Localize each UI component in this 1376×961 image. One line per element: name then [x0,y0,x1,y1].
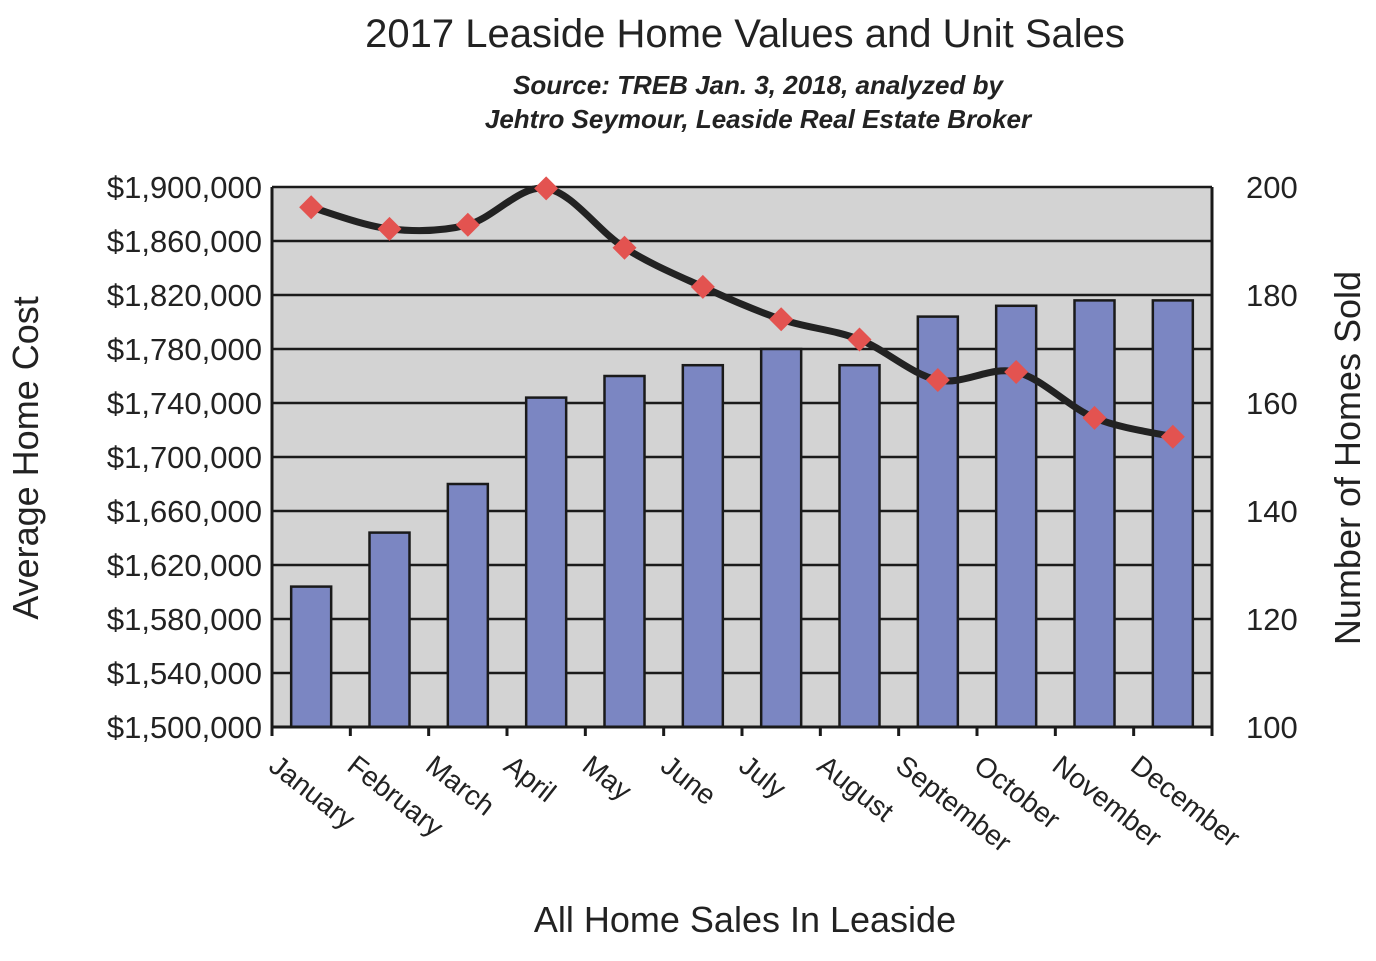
x-tick-label-may: May [577,749,638,806]
point-december [1160,424,1185,449]
y-left-tick-label: $1,580,000 [107,602,262,637]
bar-december [1151,299,1195,729]
chart-subtitle-line-1: Source: TREB Jan. 3, 2018, analyzed by [513,70,1004,100]
bar-november [1073,299,1116,729]
point-august [847,327,872,352]
x-tick-label-july: July [733,749,791,804]
chart-subtitle-line-2: Jehtro Seymour, Leaside Real Estate Brok… [485,104,1033,134]
point-february [377,216,402,241]
y-left-tick-label: $1,900,000 [107,170,262,205]
bar-march [446,482,490,729]
bar-july [759,347,803,729]
chart-title: 2017 Leaside Home Values and Unit Sales [365,12,1125,56]
point-may [612,235,637,260]
point-july [769,307,794,332]
plot-area: $1,500,000 $1,540,000 $1,580,000 $1,620,000… [107,170,1298,858]
bar-april [524,396,568,729]
bar-february [368,531,411,729]
line-markers [299,176,1185,449]
x-axis-title: All Home Sales In Leaside [534,899,956,940]
y-left-tick-label: $1,860,000 [107,224,262,259]
y-left-tick-label: $1,820,000 [107,278,262,313]
point-june [690,274,715,299]
x-tick-label-january: January [263,749,361,835]
bar-january [289,585,333,729]
y-left-tick-label: $1,620,000 [107,548,262,583]
y-left-tick-label: $1,660,000 [107,494,262,529]
y-axis-left-title: Average Home Cost [5,296,46,620]
bar-august [838,363,881,729]
point-october [1004,359,1029,384]
x-tick-label-june: June [655,749,722,811]
y-right-tick-label: 140 [1246,494,1298,529]
bar-june [681,363,725,729]
point-march [455,212,480,237]
point-september [925,368,950,393]
y-left-tick-label: $1,700,000 [107,440,262,475]
y-left-tick-label: $1,780,000 [107,332,262,367]
bar-may [603,374,646,729]
x-tick-label-august: August [812,749,900,827]
y-left-tick-label: $1,740,000 [107,386,262,421]
y-right-tick-label: 180 [1246,278,1298,313]
y-right-tick-label: 120 [1246,602,1298,637]
point-november [1082,405,1107,430]
y-right-tick-label: 200 [1246,170,1298,205]
y-axis-right-title: Number of Homes Sold [1327,271,1368,645]
point-january [299,195,324,220]
y-left-tick-label: $1,500,000 [107,710,262,745]
bar-series [289,299,1195,729]
y-right-tick-label: 100 [1246,710,1298,745]
point-april [534,176,559,201]
gridlines [272,185,1212,729]
x-tick-label-april: April [498,749,561,808]
y-left-tick-label: $1,540,000 [107,656,262,691]
y-right-tick-label: 160 [1246,386,1298,421]
